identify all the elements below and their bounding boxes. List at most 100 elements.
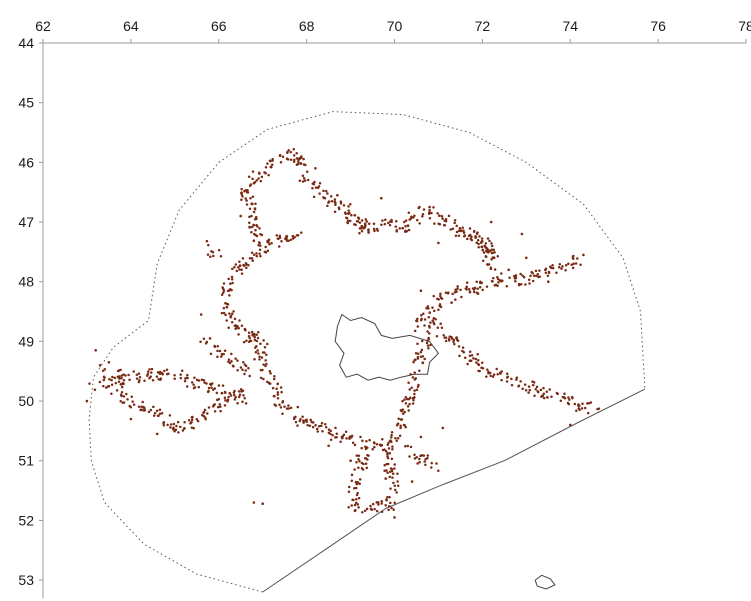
data-point [250,251,254,255]
data-point [230,320,234,324]
data-point [455,230,459,234]
data-point [227,395,230,399]
data-point [231,281,234,285]
data-point [311,421,315,424]
data-point [571,257,575,260]
data-point [234,327,237,331]
data-point [108,378,111,381]
data-point [333,198,337,201]
data-point [413,389,416,392]
data-point [404,395,408,399]
data-point [459,229,463,233]
data-point [285,407,289,410]
data-point [475,361,478,364]
data-point [499,372,502,375]
x-tick-label: 66 [211,18,227,34]
data-point [137,372,141,375]
data-point [220,355,223,358]
data-point [322,196,326,200]
data-point [155,375,159,378]
data-point [458,227,462,230]
data-point [302,176,306,180]
data-point [480,281,483,285]
data-point [486,237,490,240]
data-point [279,161,283,164]
data-point [367,454,370,457]
data-point [150,371,153,374]
data-point [302,421,305,424]
data-point [190,381,194,384]
data-point [564,264,568,267]
data-point [291,234,295,238]
x-tick-label: 78 [738,18,751,34]
data-point [304,419,307,422]
data-point [251,195,255,199]
data-point [256,349,259,352]
data-point [361,511,364,514]
data-point [408,402,411,406]
data-point [447,214,451,218]
data-point [544,271,548,274]
data-point [347,490,351,494]
data-point [372,227,376,231]
data-point [117,380,121,384]
data-point [496,255,500,258]
data-point [158,372,162,375]
data-point [405,397,409,401]
data-point [401,408,405,411]
data-point [257,330,260,334]
data-point [240,272,244,275]
data-point [205,382,208,385]
data-point [126,398,129,401]
data-point [353,468,356,471]
data-point [369,507,373,511]
data-point [386,443,390,446]
data-point [110,392,113,396]
data-point [254,215,258,219]
data-point [347,209,350,212]
data-point [395,491,398,494]
data-point [367,230,370,234]
data-point [231,267,234,271]
data-point [413,453,416,456]
data-point [368,438,371,442]
data-point [510,383,514,387]
data-point [242,264,246,267]
data-point [568,398,571,401]
data-point [347,205,350,208]
data-point [363,456,367,460]
data-point [280,240,283,243]
data-point [228,312,231,315]
data-point [488,249,491,253]
boundary-lines [88,111,646,593]
data-point [423,460,426,463]
data-point [355,220,359,223]
data-point [517,385,520,388]
data-point [427,346,430,350]
data-point [408,388,411,391]
data-point [215,391,219,395]
data-point [468,233,472,237]
data-point [364,223,367,226]
data-point [567,396,570,399]
data-point [149,375,152,378]
data-point [229,282,232,286]
data-point [233,317,237,321]
data-point [353,443,357,447]
data-point [361,439,364,443]
data-point [206,390,210,394]
data-point [391,448,394,451]
data-point [563,392,566,396]
data-point [223,349,227,353]
data-point [564,268,567,272]
data-point [311,186,314,190]
data-point [486,368,489,371]
data-point [228,294,231,297]
data-point [258,252,261,256]
data-point [253,335,256,338]
data-point [326,192,329,195]
data-point [421,361,425,364]
data-point [500,272,503,275]
data-point [186,376,189,380]
data-point [549,266,553,270]
